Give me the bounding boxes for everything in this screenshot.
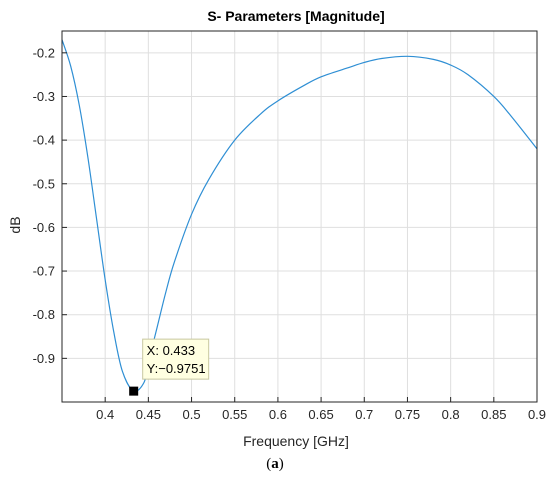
x-tick-label: 0.7 xyxy=(355,407,373,422)
y-tick-label: -0.6 xyxy=(33,220,55,235)
y-tick-label: -0.7 xyxy=(33,264,55,279)
y-axis-label: dB xyxy=(7,216,23,233)
x-tick-label: 0.4 xyxy=(96,407,114,422)
x-tick-label: 0.65 xyxy=(308,407,333,422)
plot-area xyxy=(62,31,537,402)
x-axis-label: Frequency [GHz] xyxy=(243,433,349,449)
x-tick-label: 0.85 xyxy=(481,407,506,422)
series-layer xyxy=(61,39,538,393)
y-axis-ticks: -0.2 -0.3 -0.4 -0.5 -0.6 -0.7 -0.8 -0.9 xyxy=(33,45,67,366)
y-tick-label: -0.9 xyxy=(33,351,55,366)
datatip-y-text: Y:−0.9751 xyxy=(147,361,206,376)
y-tick-label: -0.8 xyxy=(33,307,55,322)
y-tick-label: -0.4 xyxy=(33,133,55,148)
caption-label: a xyxy=(271,456,279,472)
chart-title: S- Parameters [Magnitude] xyxy=(207,8,384,24)
x-tick-label: 0.75 xyxy=(395,407,420,422)
datatip-x-text: X: 0.433 xyxy=(147,343,195,358)
x-tick-label: 0.8 xyxy=(442,407,460,422)
x-tick-label: 0.6 xyxy=(269,407,287,422)
x-tick-label: 0.9 xyxy=(528,407,546,422)
y-tick-label: -0.2 xyxy=(33,45,55,60)
figure-caption: (a) xyxy=(266,456,284,472)
x-tick-label: 0.5 xyxy=(183,407,201,422)
plot-border xyxy=(61,30,538,403)
x-tick-label: 0.45 xyxy=(136,407,161,422)
x-axis-ticks: 0.4 0.45 0.5 0.55 0.6 0.65 0.7 0.75 0.8 0.85 0.9 xyxy=(96,397,546,422)
datatip-marker[interactable] xyxy=(129,386,139,396)
x-tick-label: 0.55 xyxy=(222,407,247,422)
y-tick-label: -0.3 xyxy=(33,89,55,104)
y-tick-label: -0.5 xyxy=(33,176,55,191)
series-line xyxy=(61,39,538,393)
datatip-box xyxy=(142,338,210,380)
datatip[interactable]: X: 0.433 Y:−0.9751 xyxy=(129,338,210,396)
